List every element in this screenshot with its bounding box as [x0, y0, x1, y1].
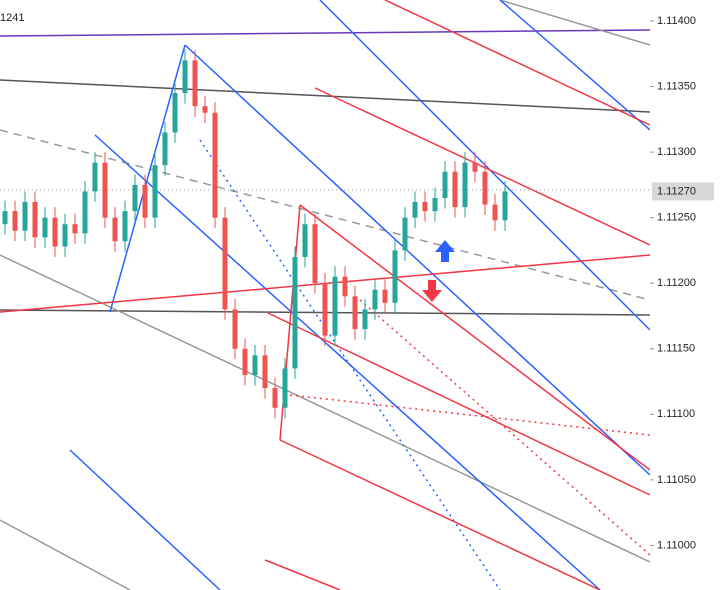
candle-body	[342, 276, 348, 297]
candle-body	[32, 201, 38, 238]
y-tick-label: 1.11100	[657, 408, 695, 420]
trend-line	[499, 0, 651, 46]
candle-body	[12, 211, 18, 231]
pitchfork-median	[289, 394, 651, 436]
current-price-label: 1.11270	[657, 185, 696, 197]
candle-body	[282, 368, 288, 408]
trend-line	[0, 254, 651, 563]
pitchfork-line	[94, 134, 601, 590]
candle-body	[22, 201, 28, 231]
candle-body	[102, 162, 108, 218]
y-tick-label: 1.11000	[657, 539, 696, 551]
pitchfork-line	[499, 0, 651, 131]
candle-body	[502, 191, 508, 221]
pitchfork-line	[314, 87, 651, 246]
y-tick-label: 1.11300	[657, 146, 696, 158]
y-tick-label: 1.11350	[657, 80, 696, 92]
candle-body	[302, 224, 308, 257]
candle-body	[122, 211, 128, 242]
candle-body	[482, 171, 488, 205]
candle-body	[272, 388, 278, 408]
candle-body	[462, 162, 468, 208]
candle-body	[492, 204, 498, 221]
candle-body	[472, 162, 478, 172]
candle-body	[222, 217, 228, 310]
candle-body	[112, 217, 118, 242]
candle-body	[82, 191, 88, 234]
candle-body	[192, 60, 198, 107]
candle-body	[402, 217, 408, 251]
y-tick-label: 1.11200	[657, 277, 696, 289]
candle-body	[432, 197, 438, 212]
candle-body	[152, 165, 158, 218]
trend-line	[264, 559, 341, 590]
candle-body	[162, 132, 168, 166]
candle-body	[382, 289, 388, 303]
pitchfork-line	[279, 439, 601, 590]
pitchfork-line	[299, 204, 651, 471]
candle-body	[62, 224, 68, 247]
candle-body	[132, 184, 138, 212]
pitchfork-line	[69, 449, 221, 590]
drawings	[0, 0, 651, 590]
pitchfork-line	[184, 44, 651, 476]
pitchfork-line	[384, 0, 651, 126]
candle-body	[422, 201, 428, 212]
candle-body	[202, 106, 208, 113]
candle-body	[352, 296, 358, 330]
candle-body	[262, 355, 268, 389]
candle-body	[392, 250, 398, 303]
candle-body	[172, 93, 178, 133]
candle-body	[92, 162, 98, 192]
candle-body	[372, 289, 378, 310]
candle-body	[232, 309, 238, 349]
pitchfork-median	[359, 299, 651, 556]
trend-line	[0, 519, 131, 590]
pitchfork-line	[267, 312, 651, 496]
candle-body	[52, 217, 58, 247]
candle-body	[312, 224, 318, 284]
trend-line	[0, 79, 651, 113]
candle-body	[362, 309, 368, 330]
candle-body	[42, 217, 48, 238]
buy-arrow	[435, 240, 455, 262]
candle-body	[442, 171, 448, 198]
candle-body	[322, 283, 328, 336]
current-price-box	[652, 182, 714, 201]
candle-body	[72, 224, 78, 234]
candle-body	[2, 211, 8, 225]
y-tick-label: 1.11050	[657, 474, 696, 486]
candle-body	[332, 276, 338, 336]
candle-body	[142, 184, 148, 218]
candle-body	[212, 112, 218, 218]
trend-line	[0, 29, 651, 37]
pitchfork-median	[199, 139, 501, 590]
corner-label: 1241	[0, 12, 24, 24]
candle-body	[182, 60, 188, 94]
candle-body	[292, 256, 298, 369]
pitchfork-line	[109, 44, 186, 313]
candle-body	[452, 171, 458, 208]
y-tick-label: 1.11250	[657, 212, 696, 224]
y-tick-label: 1.11150	[657, 343, 695, 355]
candle-body	[252, 355, 258, 375]
candle-body	[412, 201, 418, 218]
candle-body	[242, 348, 248, 375]
price-axis	[650, 0, 720, 590]
sell-arrow	[422, 280, 442, 302]
y-tick-label: 1.11400	[657, 15, 696, 27]
